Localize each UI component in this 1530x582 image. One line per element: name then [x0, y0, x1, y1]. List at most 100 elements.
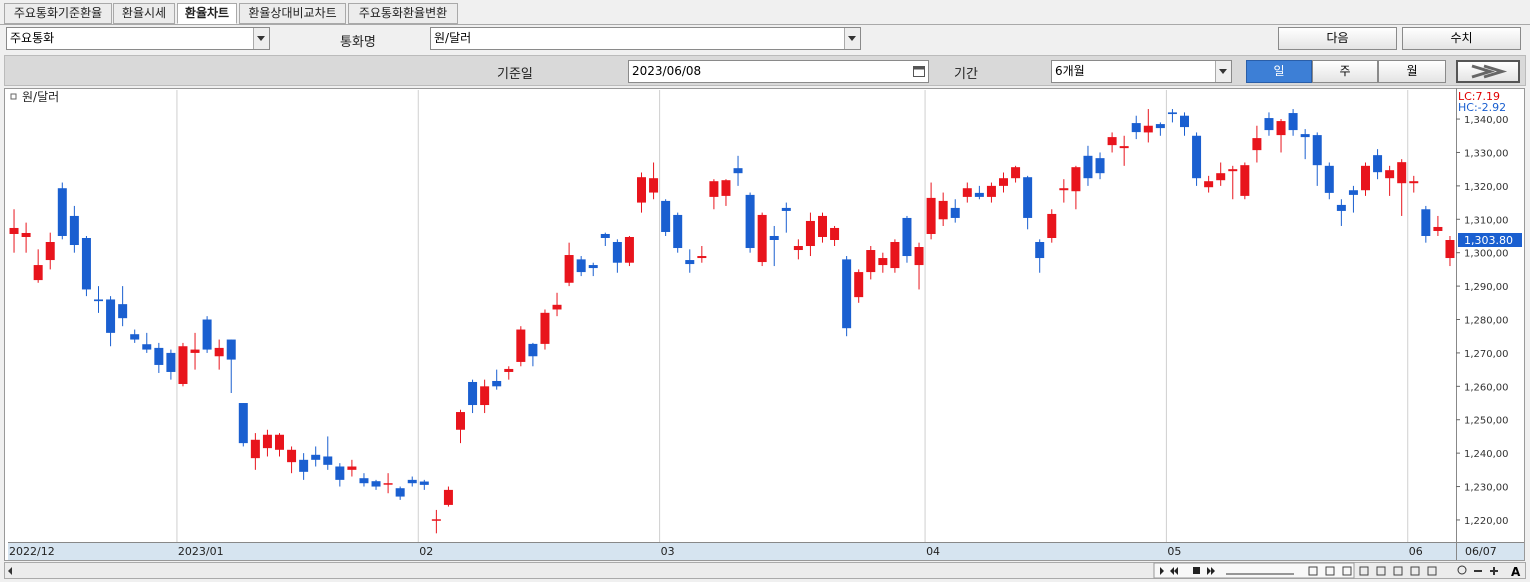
y-tick-label: 1,280,00: [1464, 316, 1509, 327]
y-tick-label: 1,310,00: [1464, 215, 1509, 226]
date-label: 기준일: [497, 67, 533, 82]
candle-body: [238, 403, 248, 444]
candle-body: [202, 319, 212, 350]
x-end-label: 06/07: [1465, 545, 1497, 558]
candle-body: [733, 168, 743, 174]
candle-body: [1336, 204, 1346, 211]
candle-body: [262, 434, 272, 449]
y-tick-label: 1,260,00: [1464, 382, 1509, 393]
candle-body: [986, 185, 996, 197]
candle-body: [492, 380, 502, 387]
candle-body: [335, 466, 345, 480]
candle-body: [1035, 242, 1045, 259]
candle-body: [1312, 135, 1322, 166]
candle-body: [830, 227, 840, 240]
candle-body: [902, 217, 912, 257]
tab[interactable]: 환율차트: [177, 3, 237, 24]
time-axis-band: [8, 542, 1456, 560]
candle-body: [1397, 162, 1407, 184]
x-tick-label: 2022/12: [9, 545, 55, 558]
x-tick-label: 02: [419, 545, 433, 558]
candle-body: [866, 250, 876, 273]
candle-body: [1348, 190, 1358, 195]
candle-body: [323, 456, 333, 465]
y-tick-label: 1,240,00: [1464, 449, 1509, 460]
y-tick-label: 1,300,00: [1464, 249, 1509, 260]
period-label: 기간: [954, 67, 978, 82]
candle-body: [1252, 138, 1262, 151]
candle-body: [649, 178, 659, 193]
y-tick-label: 1,220,00: [1464, 516, 1509, 527]
candle-body: [1361, 165, 1370, 191]
candle-body: [214, 347, 224, 357]
candle-body: [781, 207, 791, 211]
candle-body: [178, 346, 188, 384]
tab[interactable]: 주요통화환율변환: [348, 3, 458, 24]
candle-body: [383, 483, 393, 485]
candle-body: [854, 272, 864, 298]
candle-body: [709, 181, 719, 197]
candle-body: [1373, 155, 1383, 173]
candle-body: [1131, 123, 1141, 133]
candle-body: [1385, 170, 1395, 179]
candle-body: [33, 265, 43, 281]
candle-body: [564, 255, 574, 283]
candle-body: [57, 188, 67, 236]
y-tick-label: 1,330,00: [1464, 148, 1509, 159]
candle-body: [637, 177, 646, 203]
interval-button[interactable]: 일: [1246, 60, 1312, 83]
tab-underline: [0, 24, 1530, 25]
interval-button[interactable]: 주: [1312, 60, 1378, 83]
candle-body: [1300, 134, 1310, 138]
candle-body: [347, 466, 357, 470]
time-axis-band-end: [1456, 542, 1524, 560]
candle-body: [1228, 169, 1238, 172]
candle-body: [468, 381, 478, 406]
next-button[interactable]: 다음: [1278, 27, 1397, 50]
chart: 원/달러 2022/12 2023/01 02 03 04 05 06 06/07 1,220,…: [4, 88, 1525, 561]
candle-body: [1107, 137, 1117, 146]
scrollbar[interactable]: [4, 562, 1526, 579]
candle-body: [1409, 181, 1419, 184]
candle-body: [480, 386, 490, 406]
candle-body: [757, 214, 767, 263]
candle-body: [1071, 167, 1081, 192]
candle-body: [419, 481, 429, 485]
forward-button[interactable]: [1456, 60, 1520, 83]
candle-body: [407, 479, 417, 484]
interval-button[interactable]: 월: [1378, 60, 1446, 83]
candle-body: [1240, 165, 1250, 196]
candle-body: [1421, 209, 1431, 236]
category-select[interactable]: 주요통화: [6, 27, 270, 50]
candle-body: [311, 454, 321, 460]
currency-label: 통화명: [340, 35, 376, 50]
candle-body: [818, 215, 827, 237]
candle-body: [166, 352, 176, 372]
tab[interactable]: 환율시세: [113, 3, 175, 24]
candle-body: [842, 259, 852, 329]
candle-body: [938, 200, 948, 220]
y-tick-label: 1,230,00: [1464, 483, 1509, 494]
currency-select[interactable]: 원/달러: [430, 27, 861, 50]
x-tick-label: 2023/01: [178, 545, 224, 558]
calendar-icon: [913, 66, 925, 77]
candle-body: [1023, 177, 1033, 218]
dropdown-arrow: [844, 28, 860, 49]
candle-body: [624, 236, 634, 263]
candle-body: [588, 265, 598, 269]
candle-body: [805, 220, 815, 247]
period-select[interactable]: 6개월: [1051, 60, 1232, 83]
candle-body: [1155, 124, 1165, 129]
tab[interactable]: 주요통화기준환율: [4, 3, 112, 24]
candle-body: [142, 344, 152, 350]
y-tick-label: 1,270,00: [1464, 349, 1509, 360]
candle-body: [661, 200, 671, 232]
y-tick-label: 1,340,00: [1464, 115, 1509, 126]
tab[interactable]: 환율상대비교차트: [239, 3, 346, 24]
values-button[interactable]: 수치: [1402, 27, 1521, 50]
candle-body: [81, 237, 91, 290]
candle-body: [1119, 146, 1129, 149]
current-price-tag: [1458, 232, 1522, 247]
candle-body: [443, 489, 453, 505]
date-input[interactable]: 2023/06/08: [628, 60, 929, 83]
